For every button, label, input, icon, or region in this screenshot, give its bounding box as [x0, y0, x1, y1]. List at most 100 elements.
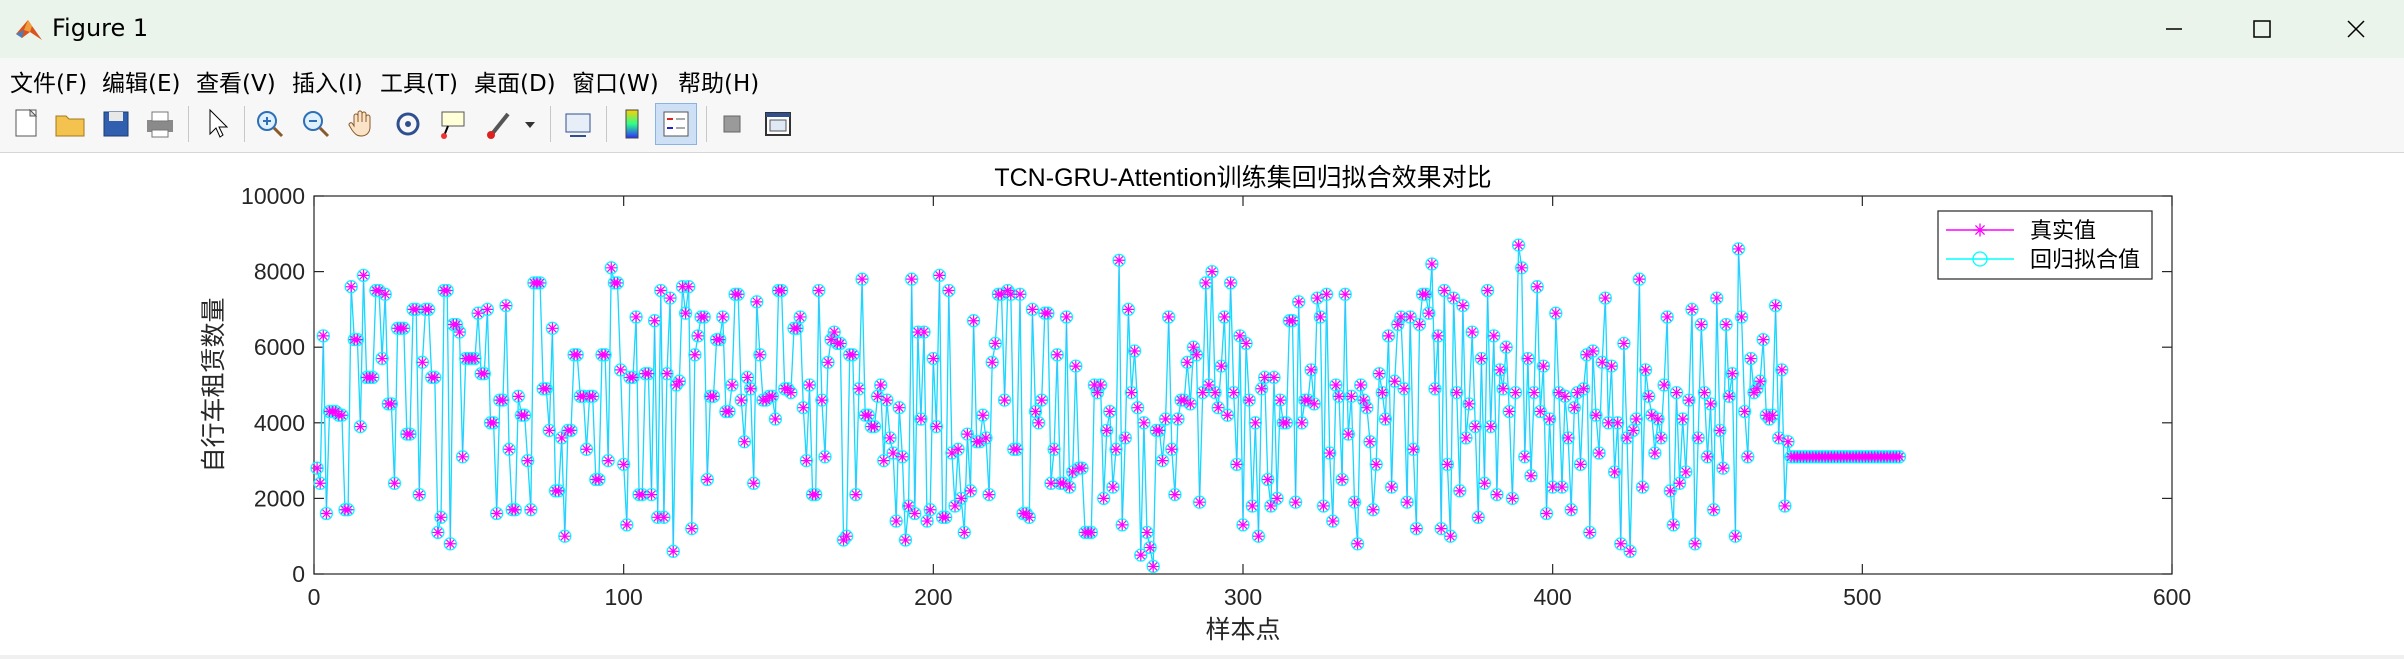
- open-folder-icon[interactable]: [50, 104, 90, 144]
- menu-file[interactable]: 文件(F): [10, 71, 88, 97]
- data-point-fit: [1208, 385, 1222, 400]
- data-point-true: [1144, 542, 1156, 554]
- data-point-true: [1624, 545, 1636, 557]
- data-point-fit: [1635, 480, 1650, 494]
- data-point-fit: [1214, 359, 1228, 373]
- close-button[interactable]: [2310, 0, 2402, 58]
- data-point-fit: [1384, 480, 1399, 494]
- data-point-fit: [1121, 302, 1136, 317]
- data-point-fit: [1357, 393, 1371, 407]
- maximize-button[interactable]: [2216, 0, 2308, 58]
- data-point-fit: [1747, 385, 1761, 400]
- data-point-fit: [672, 374, 687, 388]
- data-point-true: [379, 288, 391, 300]
- data-point-fit: [716, 310, 730, 324]
- data-point-fit: [932, 268, 947, 283]
- data-point-fit: [524, 503, 538, 517]
- data-point-fit: [1465, 325, 1479, 339]
- dropdown-arrow-icon[interactable]: [520, 104, 540, 144]
- data-point-fit: [1632, 272, 1647, 286]
- colorbar-icon[interactable]: [612, 104, 652, 144]
- data-point-true: [1348, 496, 1360, 508]
- menu-edit[interactable]: 编辑(E): [102, 71, 181, 97]
- data-point-true: [968, 315, 980, 327]
- data-point-true: [1745, 353, 1757, 365]
- data-point-fit: [796, 401, 810, 415]
- data-point-fit: [1672, 476, 1687, 490]
- data-point-true: [478, 368, 490, 380]
- data-point-fit: [1778, 499, 1792, 513]
- data-point-true: [1178, 394, 1190, 406]
- data-point-fit: [954, 491, 968, 506]
- data-point-fit: [688, 348, 702, 362]
- print-icon[interactable]: [140, 104, 180, 144]
- data-point-true: [1256, 383, 1268, 395]
- data-point-fit: [1598, 291, 1612, 305]
- hide-plot-tools-icon[interactable]: [712, 104, 752, 144]
- data-point-fit: [1162, 310, 1176, 324]
- data-point-fit: [499, 298, 513, 313]
- data-point-true: [1420, 288, 1432, 300]
- data-point-fit: [1533, 404, 1547, 419]
- zoom-in-icon[interactable]: [250, 104, 290, 144]
- data-cursor-icon[interactable]: [434, 104, 474, 144]
- data-point-true: [1432, 330, 1444, 342]
- data-point-true: [766, 390, 778, 402]
- data-point-true: [1225, 277, 1237, 289]
- data-point-fit: [579, 442, 594, 456]
- data-point-true: [754, 349, 766, 361]
- data-point-fit: [1567, 401, 1581, 415]
- data-point-true: [472, 307, 484, 319]
- data-point-fit: [1109, 442, 1123, 456]
- menu-tools[interactable]: 工具(T): [380, 71, 458, 97]
- link-plot-icon[interactable]: [558, 104, 598, 144]
- data-point-true: [1231, 458, 1243, 470]
- data-point-true: [1135, 549, 1147, 561]
- data-point-fit: [1131, 401, 1145, 415]
- data-point-fit: [743, 382, 758, 396]
- data-point-fit: [960, 427, 975, 441]
- menu-desktop[interactable]: 桌面(D): [474, 71, 556, 97]
- data-point-true: [915, 413, 927, 425]
- data-point-true: [819, 451, 831, 463]
- pointer-icon[interactable]: [198, 104, 238, 144]
- data-point-true: [1767, 409, 1779, 421]
- rotate-3d-icon[interactable]: [388, 104, 428, 144]
- data-point-fit: [617, 457, 631, 472]
- minimize-button[interactable]: [2128, 0, 2220, 58]
- brush-icon[interactable]: [480, 104, 520, 144]
- data-point-fit: [1496, 382, 1510, 396]
- data-point-true: [1677, 413, 1689, 425]
- data-point-true: [1674, 477, 1686, 489]
- pan-hand-icon[interactable]: [342, 104, 382, 144]
- show-plot-tools-icon[interactable]: [758, 104, 798, 144]
- data-point-true: [1516, 262, 1528, 274]
- data-point-true: [1184, 398, 1196, 410]
- data-point-true: [1705, 398, 1717, 410]
- data-point-true: [503, 443, 515, 455]
- zoom-out-icon[interactable]: [296, 104, 336, 144]
- data-point-fit: [966, 314, 981, 328]
- data-point-true: [875, 379, 887, 391]
- data-point-fit: [443, 537, 457, 551]
- menu-insert[interactable]: 插入(I): [292, 71, 363, 97]
- data-point-fit: [768, 412, 783, 426]
- data-point-true: [1280, 417, 1292, 429]
- data-point-true: [1243, 394, 1255, 406]
- data-point-true: [1166, 443, 1178, 455]
- menu-help[interactable]: 帮助(H): [678, 71, 760, 97]
- data-point-true: [525, 504, 537, 516]
- toolbar-separator: [606, 106, 607, 142]
- data-point-fit: [660, 367, 674, 381]
- data-point-true: [1110, 443, 1122, 455]
- menu-window[interactable]: 窗口(W): [572, 71, 659, 97]
- data-point-true: [1655, 432, 1667, 444]
- data-point-true: [680, 307, 692, 319]
- data-point-true: [593, 474, 605, 485]
- legend-icon[interactable]: [655, 103, 697, 145]
- menu-view[interactable]: 查看(V): [196, 71, 276, 97]
- data-point-true: [1026, 303, 1038, 315]
- data-point-true: [1057, 477, 1069, 489]
- save-icon[interactable]: [96, 104, 136, 144]
- new-file-icon[interactable]: [6, 104, 46, 144]
